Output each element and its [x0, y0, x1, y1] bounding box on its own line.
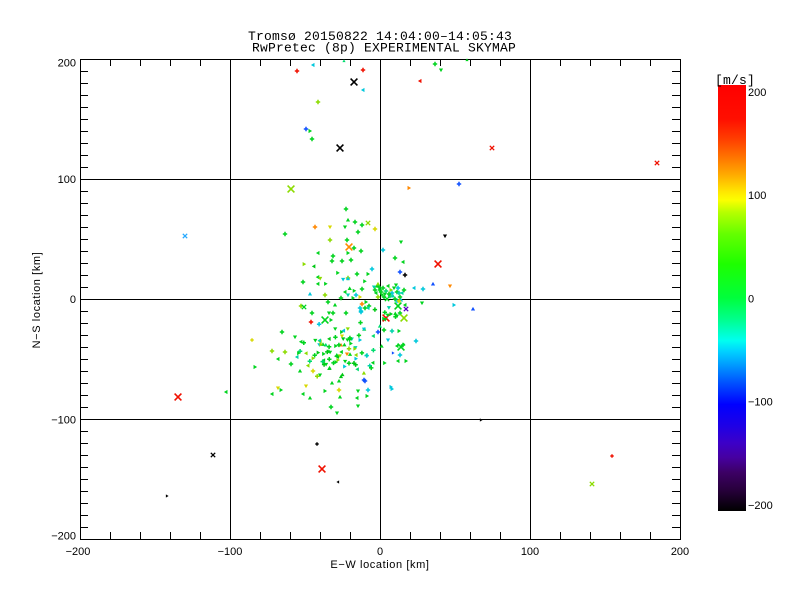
- svg-text:E−W location [km]: E−W location [km]: [330, 559, 429, 571]
- svg-text:−100: −100: [51, 415, 76, 427]
- svg-text:100: 100: [748, 190, 766, 202]
- svg-text:N−S location [km]: N−S location [km]: [31, 252, 43, 349]
- svg-text:0: 0: [377, 546, 383, 558]
- svg-text:−200: −200: [51, 531, 76, 543]
- svg-text:−100: −100: [748, 397, 773, 409]
- svg-text:200: 200: [748, 87, 766, 99]
- svg-text:Tromsø 20150822 14:04:00–14:05: Tromsø 20150822 14:04:00–14:05:43: [248, 29, 512, 44]
- svg-text:RwPretec (8p) EXPERIMENTAL SKY: RwPretec (8p) EXPERIMENTAL SKYMAP: [252, 41, 516, 56]
- svg-text:−200: −200: [748, 500, 773, 512]
- svg-text:0: 0: [70, 294, 76, 306]
- svg-text:0: 0: [748, 294, 754, 306]
- svg-text:200: 200: [58, 58, 76, 70]
- svg-text:100: 100: [521, 546, 539, 558]
- svg-text:−200: −200: [66, 546, 91, 558]
- svg-text:200: 200: [671, 546, 689, 558]
- svg-text:−100: −100: [218, 546, 243, 558]
- svg-text:100: 100: [58, 174, 76, 186]
- svg-text:[m/s]: [m/s]: [715, 73, 755, 88]
